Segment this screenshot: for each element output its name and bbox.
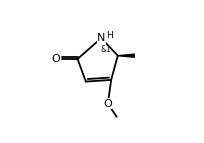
Text: O: O bbox=[103, 99, 112, 109]
Text: N: N bbox=[97, 33, 105, 43]
Text: H: H bbox=[106, 31, 113, 40]
Text: &1: &1 bbox=[100, 45, 111, 54]
Polygon shape bbox=[118, 54, 134, 57]
Text: O: O bbox=[52, 54, 60, 64]
